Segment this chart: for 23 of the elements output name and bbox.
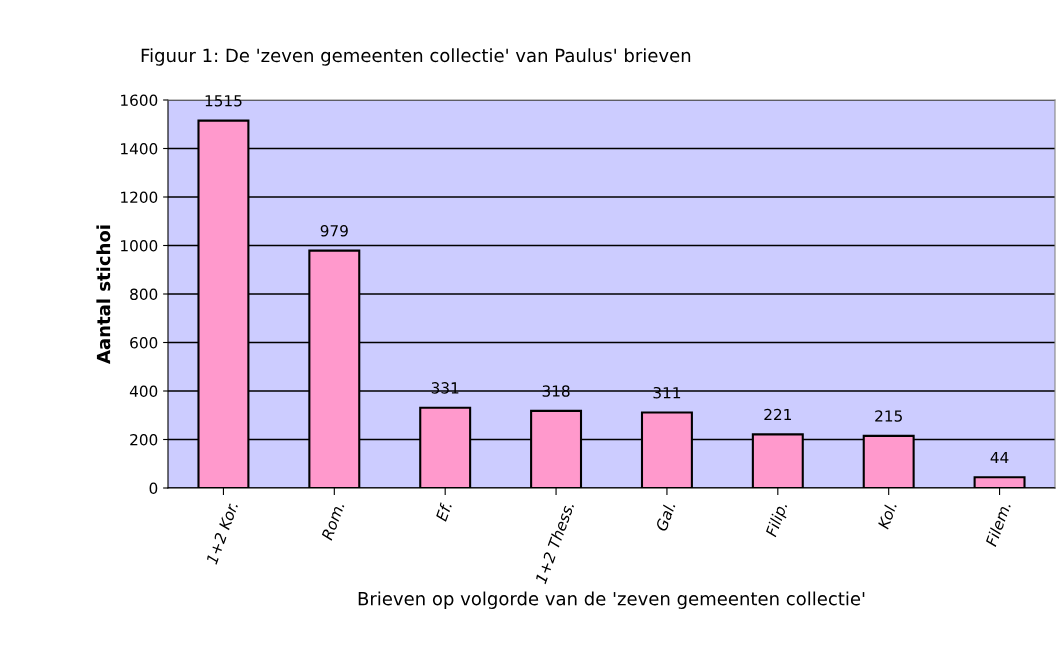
- y-tick-label: 1600: [121, 94, 158, 107]
- chart-title: Figuur 1: De 'zeven gemeenten collectie' van Paulus' brieven: [141, 48, 691, 66]
- x-axis-title: Brieven op volgorde van de 'zeven gemeenten collectie': [358, 591, 865, 609]
- x-tick-label: Ef.: [435, 501, 452, 522]
- x-tick-label: Gal.: [655, 501, 676, 532]
- x-tick-label: Rom.: [321, 501, 345, 541]
- x-tick-label: Kol.: [877, 501, 897, 530]
- x-tick-label: Filem.: [984, 501, 1011, 548]
- data-label: 215: [875, 410, 902, 422]
- data-label: 44: [990, 451, 1009, 464]
- y-tick-label: 1200: [121, 191, 158, 204]
- data-label: 221: [764, 408, 791, 421]
- y-tick-label: 1000: [121, 239, 158, 252]
- data-label: 979: [320, 224, 348, 237]
- y-tick-label: 600: [130, 336, 158, 349]
- y-tick-label: 400: [129, 385, 158, 398]
- y-axis-title: Aantal stichoi: [96, 225, 111, 364]
- y-tick-label: 800: [130, 288, 158, 301]
- y-tick-label: 1400: [121, 142, 158, 155]
- x-tick-label: Filip.: [764, 501, 791, 539]
- y-tick-label: 0: [149, 482, 158, 495]
- x-tick-label: 1+2 Kor.: [205, 501, 239, 565]
- y-tick-label: 200: [130, 433, 158, 446]
